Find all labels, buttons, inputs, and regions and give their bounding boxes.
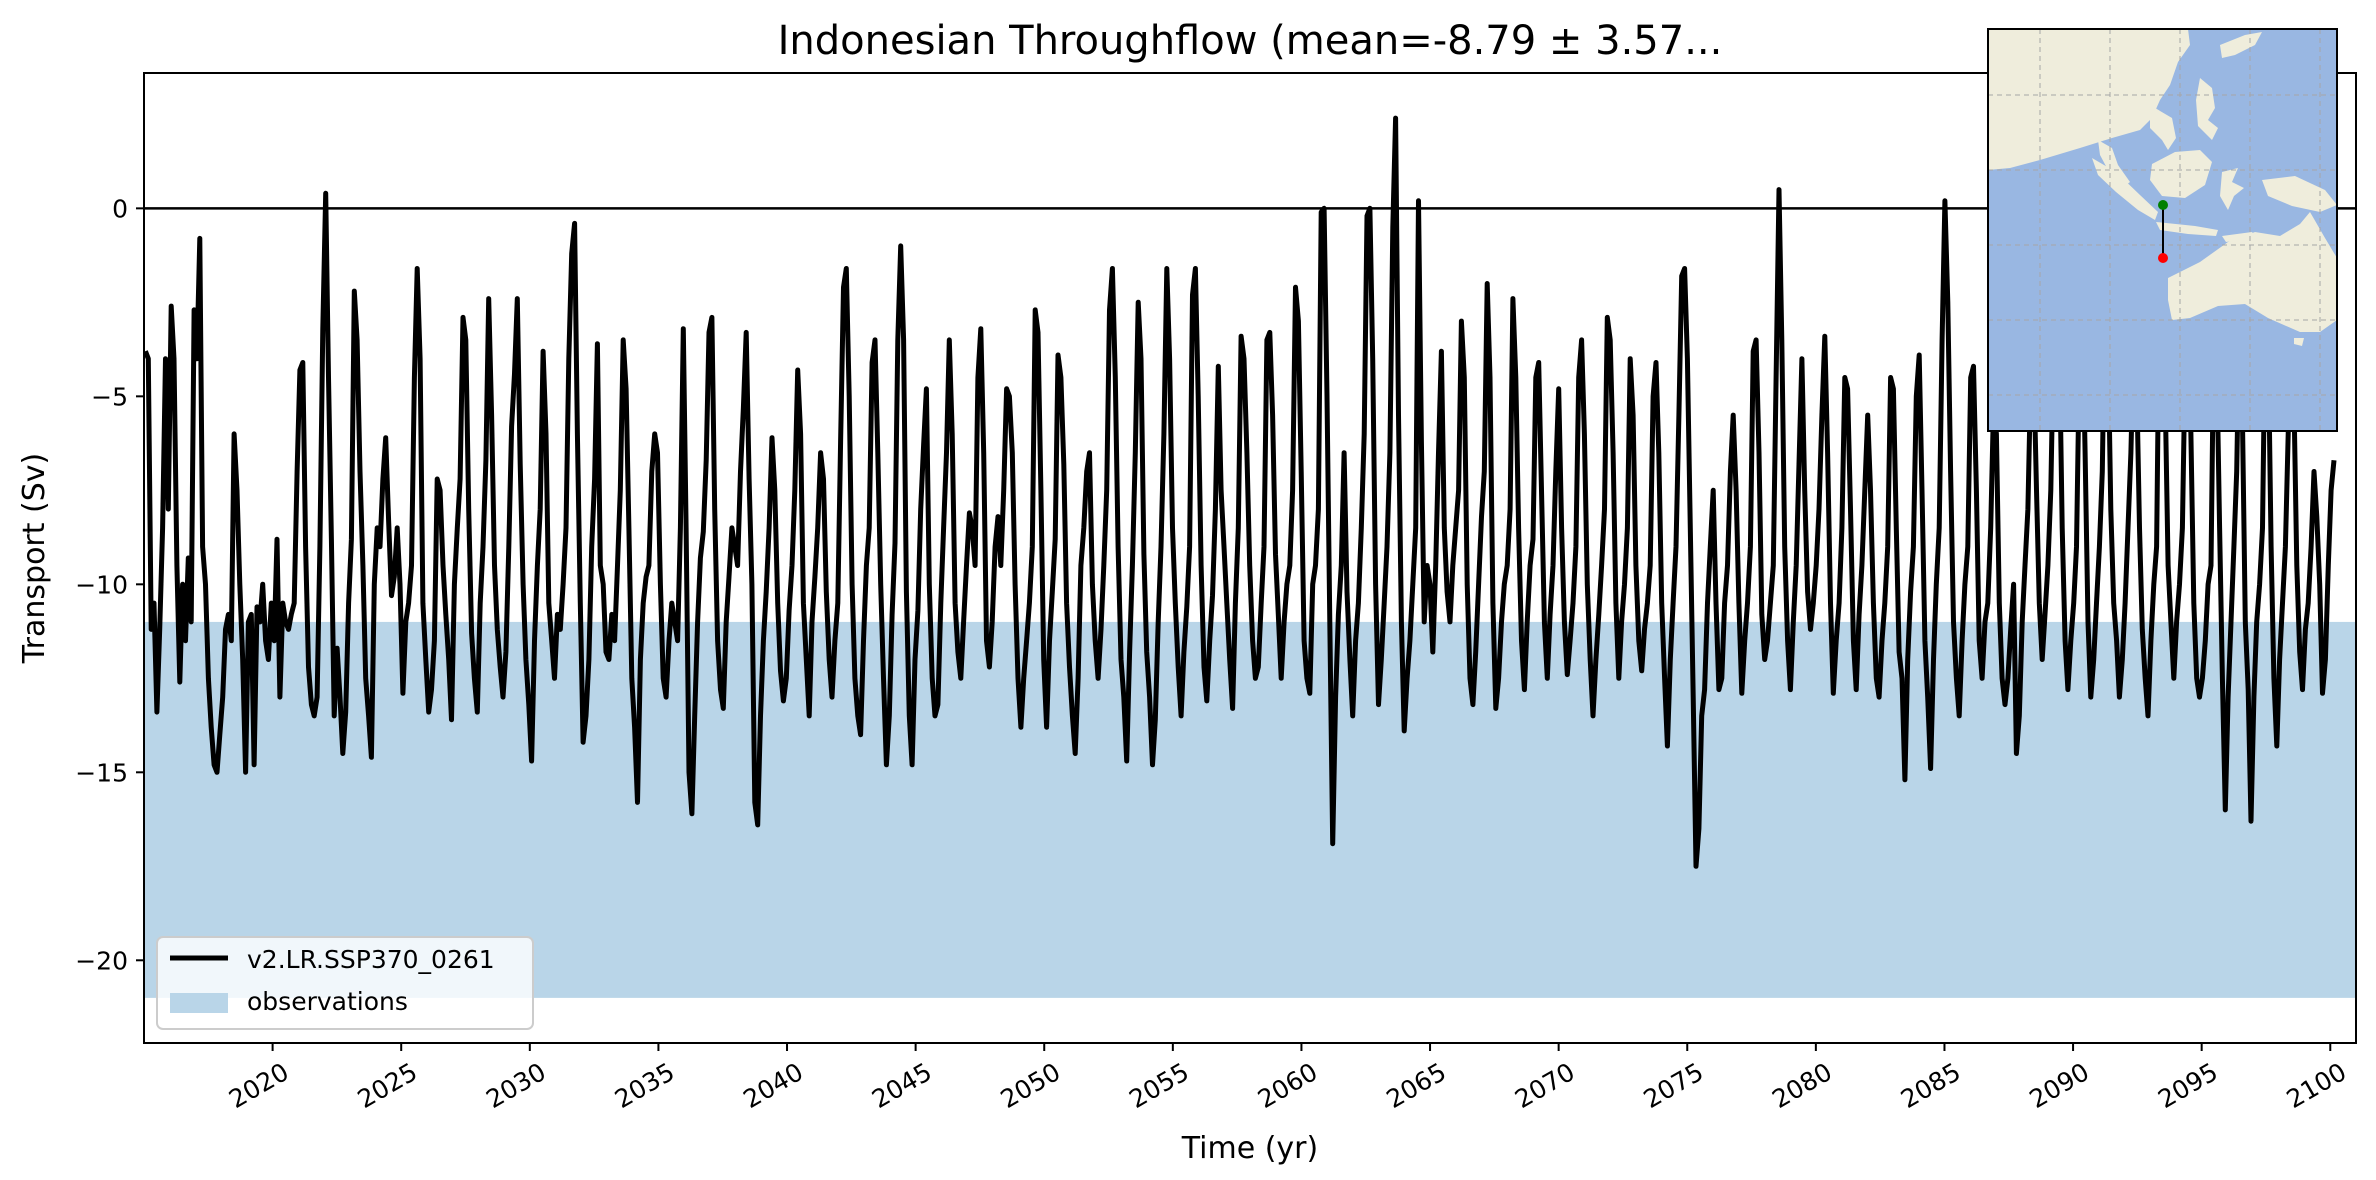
map-section-start-point xyxy=(2158,200,2168,210)
series-line xyxy=(144,115,2337,869)
inset-map-frame xyxy=(1987,28,2338,432)
map-malay-peninsula xyxy=(2098,140,2130,188)
inset-map xyxy=(1987,28,2338,432)
map-section-end-point xyxy=(2158,253,2168,263)
x-axis-label: Time (yr) xyxy=(1181,1131,1318,1166)
map-asia-mainland xyxy=(1988,29,2190,170)
observations-band xyxy=(144,621,2356,998)
y-tick-label: −15 xyxy=(75,758,128,787)
map-japan-korea xyxy=(2220,32,2262,58)
y-tick-label: −5 xyxy=(91,382,128,411)
map-sulawesi xyxy=(2220,168,2244,210)
bands-layer xyxy=(144,621,2356,998)
map-borneo xyxy=(2150,150,2212,198)
map-land xyxy=(1988,29,2337,346)
map-tasmania xyxy=(2294,338,2304,346)
y-tick-label: 0 xyxy=(112,194,128,223)
y-tick-label: −10 xyxy=(75,570,128,599)
map-indochina xyxy=(2150,105,2176,150)
map-australia xyxy=(2168,212,2337,332)
map-philippines xyxy=(2196,78,2218,140)
map-sumatra xyxy=(2092,158,2158,220)
chart-title: Indonesian Throughflow (mean=-8.79 ± 3.5… xyxy=(778,18,1723,64)
map-java xyxy=(2156,222,2218,236)
map-new-guinea xyxy=(2262,176,2337,212)
series-layer xyxy=(144,115,2337,869)
plot-area xyxy=(144,115,2356,998)
map-timor xyxy=(2222,232,2256,242)
legend-box xyxy=(156,936,534,1030)
legend-observations-label: observations xyxy=(247,987,408,1016)
y-tick-label: −20 xyxy=(75,946,128,975)
axes-frame xyxy=(143,72,2357,1044)
legend: v2.LR.SSP370_0261 observations xyxy=(156,936,534,1030)
legend-series-label: v2.LR.SSP370_0261 xyxy=(247,945,495,974)
legend-observations-swatch xyxy=(170,993,228,1013)
map-gridlines xyxy=(1988,29,2337,431)
y-axis-label: Transport (Sv) xyxy=(17,453,52,665)
y-axis-ticks: 0 −5 −10 −15 −20 xyxy=(75,194,144,975)
